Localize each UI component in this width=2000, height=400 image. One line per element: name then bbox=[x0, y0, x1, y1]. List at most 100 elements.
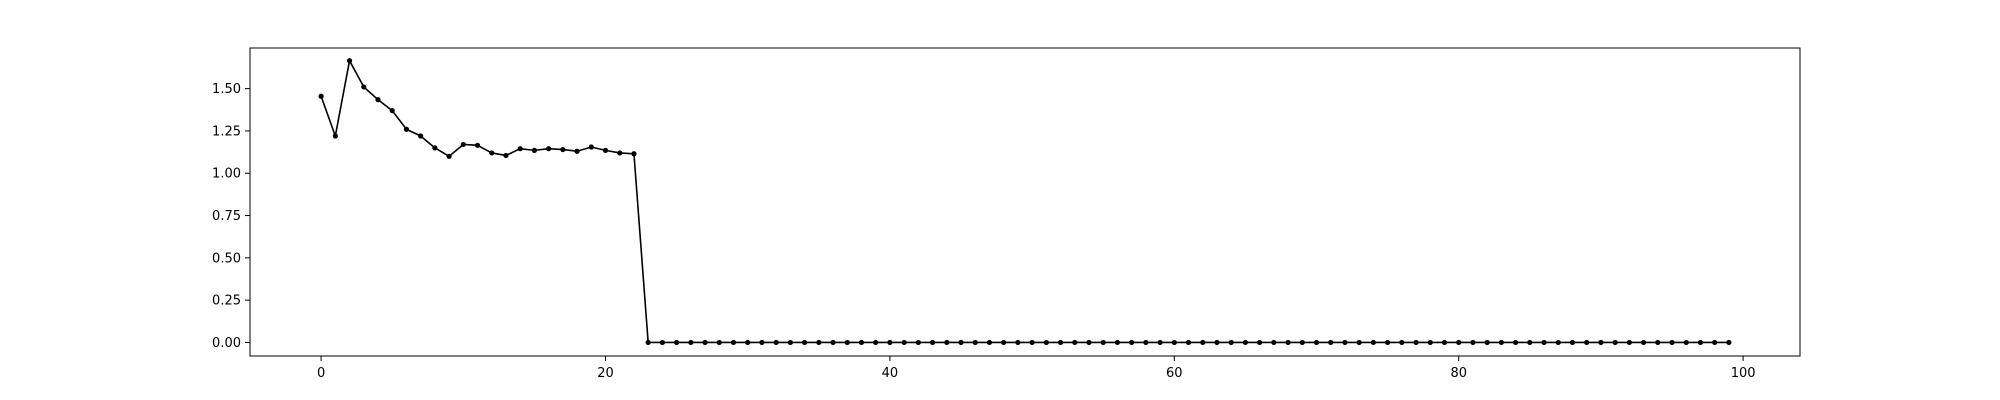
data-point bbox=[1143, 339, 1149, 346]
x-tick-label: 0 bbox=[317, 366, 325, 381]
data-point bbox=[1328, 339, 1334, 346]
data-point bbox=[730, 339, 737, 346]
y-tick-label: 1.25 bbox=[212, 124, 241, 139]
data-point bbox=[1726, 339, 1732, 346]
data-point bbox=[745, 339, 751, 346]
data-point bbox=[574, 148, 580, 154]
data-point bbox=[986, 339, 993, 346]
data-point bbox=[901, 339, 907, 346]
data-point bbox=[887, 339, 893, 346]
data-point bbox=[1541, 339, 1547, 346]
data-point bbox=[958, 339, 964, 346]
y-tick-label: 0.50 bbox=[212, 251, 241, 266]
data-point bbox=[1456, 339, 1462, 346]
data-point bbox=[531, 147, 538, 153]
data-point bbox=[1228, 339, 1234, 346]
x-axis: 0 20 40 60 80 100 bbox=[317, 356, 1756, 381]
data-point bbox=[659, 339, 665, 346]
data-point bbox=[1001, 339, 1007, 346]
y-tick-label: 1.50 bbox=[212, 82, 241, 97]
y-tick-label: 0.75 bbox=[212, 209, 241, 224]
data-point bbox=[801, 339, 808, 346]
data-point bbox=[674, 339, 680, 346]
data-point bbox=[1669, 339, 1675, 346]
data-point bbox=[418, 133, 424, 139]
data-point bbox=[517, 146, 523, 152]
data-point bbox=[1584, 339, 1590, 346]
data-point bbox=[361, 84, 367, 90]
data-point bbox=[1370, 339, 1376, 346]
x-tick-label: 100 bbox=[1731, 366, 1756, 381]
plot-area-frame bbox=[249, 47, 1801, 357]
data-point bbox=[332, 133, 338, 139]
data-point bbox=[1598, 339, 1604, 346]
data-point bbox=[474, 142, 481, 148]
data-point bbox=[1114, 339, 1121, 346]
data-point bbox=[460, 141, 466, 148]
data-point bbox=[1271, 339, 1277, 346]
data-point bbox=[375, 97, 381, 103]
data-point bbox=[915, 339, 921, 346]
data-point bbox=[588, 144, 594, 150]
data-point bbox=[1385, 339, 1391, 346]
data-point bbox=[1612, 339, 1618, 346]
data-point bbox=[617, 150, 623, 156]
data-point bbox=[1342, 339, 1348, 346]
data-point bbox=[1057, 339, 1064, 346]
data-point bbox=[645, 339, 651, 346]
x-tick-label: 40 bbox=[882, 366, 899, 381]
data-point bbox=[787, 339, 793, 346]
data-point bbox=[1356, 339, 1362, 346]
y-tick-label: 0.00 bbox=[212, 336, 241, 351]
data-point bbox=[1470, 339, 1476, 346]
data-point bbox=[1043, 339, 1049, 346]
data-point bbox=[1285, 339, 1291, 346]
x-tick-label: 20 bbox=[597, 366, 614, 381]
data-point bbox=[873, 339, 879, 346]
data-point bbox=[1484, 339, 1490, 346]
data-point bbox=[1299, 339, 1305, 346]
data-point bbox=[1683, 339, 1689, 346]
data-point bbox=[688, 339, 694, 346]
data-point bbox=[830, 339, 836, 346]
data-point bbox=[1313, 339, 1320, 346]
data-point bbox=[716, 339, 722, 346]
data-point bbox=[489, 150, 495, 156]
data-point bbox=[631, 151, 637, 157]
data-point bbox=[1200, 339, 1206, 346]
data-point bbox=[1427, 339, 1433, 346]
data-point bbox=[972, 339, 978, 346]
data-point bbox=[446, 153, 452, 159]
y-axis: 0.00 0.25 0.50 0.75 1.00 1.25 1.50 bbox=[212, 82, 250, 351]
data-point bbox=[389, 108, 395, 114]
data-point bbox=[1626, 339, 1632, 346]
series-line bbox=[320, 59, 1729, 344]
data-point bbox=[560, 146, 566, 153]
data-point bbox=[1655, 339, 1661, 346]
data-point bbox=[503, 152, 509, 159]
data-point bbox=[1171, 339, 1177, 346]
x-tick-label: 60 bbox=[1166, 366, 1183, 381]
data-point bbox=[1129, 339, 1135, 346]
data-point bbox=[1214, 339, 1220, 346]
data-point bbox=[346, 58, 353, 64]
data-point bbox=[1527, 339, 1533, 346]
data-point bbox=[844, 339, 850, 346]
data-point bbox=[318, 93, 324, 99]
data-point bbox=[1257, 339, 1263, 346]
data-point bbox=[1185, 339, 1192, 346]
data-point bbox=[773, 339, 779, 346]
data-point bbox=[1498, 339, 1504, 346]
data-point bbox=[1157, 339, 1163, 346]
data-point bbox=[403, 126, 410, 132]
data-point bbox=[1569, 339, 1576, 346]
data-point bbox=[944, 339, 950, 346]
data-point bbox=[1413, 339, 1419, 346]
data-point bbox=[432, 145, 438, 151]
data-point bbox=[1712, 339, 1718, 346]
data-point bbox=[1015, 339, 1021, 346]
data-point bbox=[1100, 339, 1106, 346]
data-point bbox=[1555, 339, 1561, 346]
data-point bbox=[1640, 339, 1647, 346]
data-point bbox=[858, 339, 865, 346]
